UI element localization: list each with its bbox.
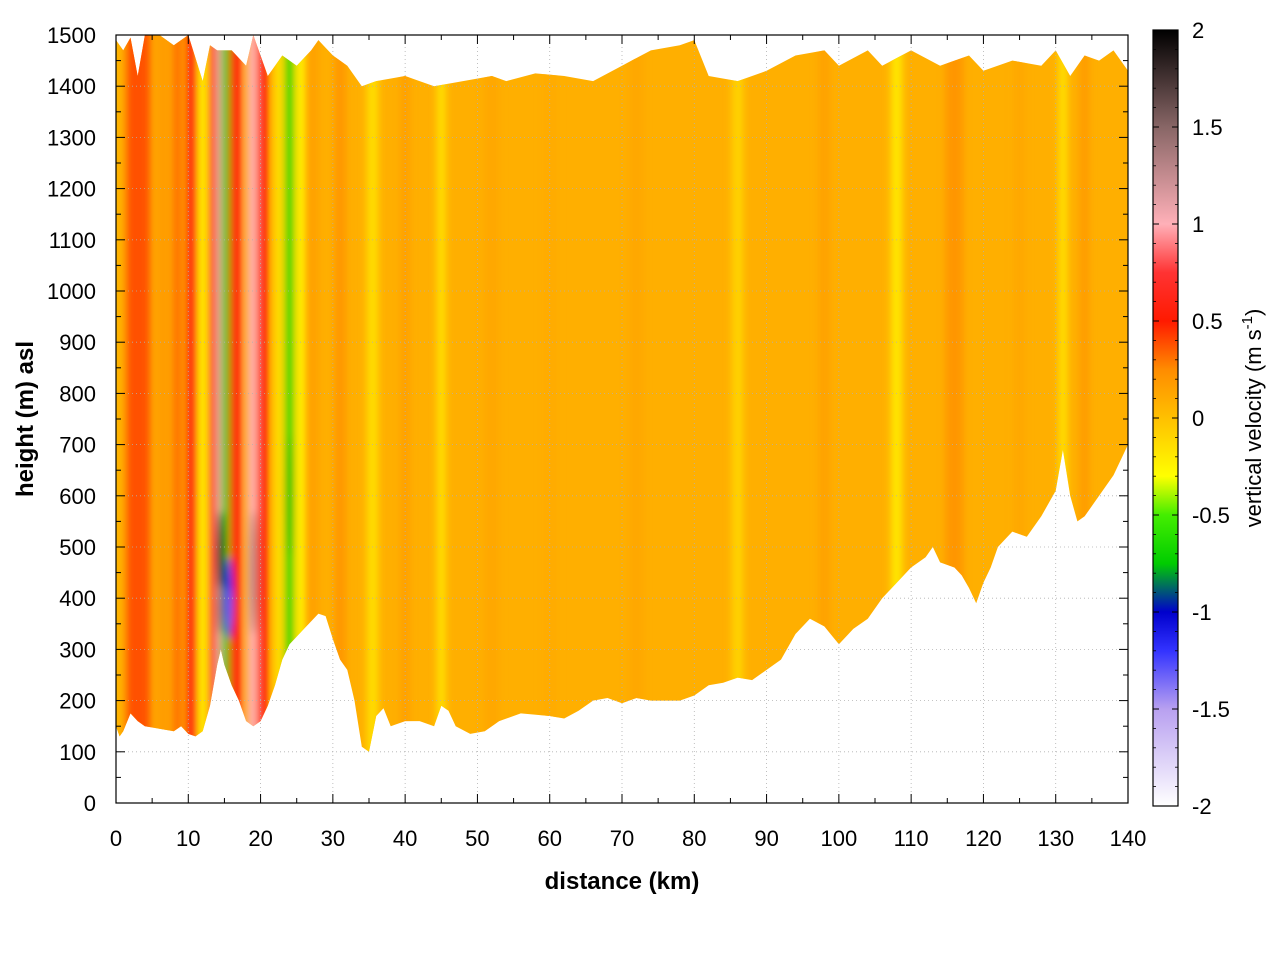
velocity-column [1059, 35, 1067, 752]
x-tick-label: 130 [1037, 826, 1074, 851]
velocity-column [229, 35, 242, 752]
velocity-blob [225, 587, 232, 629]
velocity-column [542, 35, 557, 752]
y-tick-label: 800 [59, 381, 96, 406]
colorbar-label-close: ) [1241, 309, 1266, 316]
velocity-column [285, 35, 294, 752]
x-axis-label: distance (km) [545, 868, 700, 895]
velocity-column [215, 35, 222, 752]
x-tick-label: 0 [110, 826, 122, 851]
y-axis-label: height (m) asl [12, 341, 39, 497]
velocity-column [437, 35, 445, 752]
x-tick-label: 90 [754, 826, 778, 851]
velocity-features [116, 35, 1089, 752]
velocity-column [173, 35, 182, 752]
y-tick-label: 400 [59, 586, 96, 611]
x-tick-label: 100 [820, 826, 857, 851]
colorbar-tick-label: -0.5 [1192, 503, 1230, 528]
colorbar-tick-label: 1 [1192, 212, 1204, 237]
velocity-column [222, 35, 231, 752]
x-tick-label: 70 [610, 826, 634, 851]
y-tick-label: 0 [84, 791, 96, 816]
x-tick-label: 120 [965, 826, 1002, 851]
velocity-column [156, 35, 170, 752]
velocity-column [187, 35, 197, 752]
colorbar-frame [1152, 29, 1179, 807]
velocity-column [257, 35, 268, 752]
y-tick-label: 200 [59, 689, 96, 714]
x-tick-label: 50 [465, 826, 489, 851]
x-tick-label: 80 [682, 826, 706, 851]
colorbar-label-main: vertical velocity (m s [1241, 329, 1266, 527]
colorbar-tick-label: -2 [1192, 794, 1212, 819]
grid [116, 35, 1128, 803]
x-tick-label: 40 [393, 826, 417, 851]
y-tick-label: 600 [59, 484, 96, 509]
velocity-column [125, 35, 151, 752]
y-tick-label: 500 [59, 535, 96, 560]
y-tick-label: 1100 [49, 228, 96, 253]
y-tick-label: 1000 [47, 279, 96, 304]
y-tick-label: 100 [59, 740, 96, 765]
colorbar-label-superscript: -1 [1239, 316, 1256, 329]
velocity-field [116, 35, 1128, 752]
y-tick-label: 1300 [47, 125, 96, 150]
y-tick-label: 1200 [47, 177, 96, 202]
velocity-column [401, 35, 409, 752]
colorbar-tick-label: 2 [1192, 18, 1204, 43]
colorbar-tick-label: -1.5 [1192, 697, 1230, 722]
y-axis-ticks: 0 100 200 300 400 500 600 700 800 900 1000 1100 1200… [47, 23, 1128, 816]
y-tick-label: 300 [59, 637, 96, 662]
velocity-blob [217, 511, 225, 604]
x-tick-label: 140 [1110, 826, 1147, 851]
velocity-column [303, 35, 319, 752]
velocity-blob [285, 434, 294, 558]
x-tick-label: 110 [894, 826, 929, 851]
velocity-field-data [116, 35, 1128, 752]
velocity-blob [217, 582, 224, 635]
x-axis-ticks: 0 10 20 30 40 50 60 70 80 90 100 110 120 130 140 [110, 35, 1146, 851]
velocity-column [275, 35, 283, 752]
colorbar-label: vertical velocity (m s-1) [1239, 309, 1266, 528]
velocity-blob [249, 511, 257, 635]
velocity-column [1014, 35, 1025, 752]
x-tick-label: 10 [176, 826, 200, 851]
colorbar-tick-label: 0 [1192, 406, 1204, 431]
y-tick-label: 1400 [47, 74, 96, 99]
velocity-column [732, 35, 744, 752]
x-tick-label: 20 [248, 826, 272, 851]
velocity-column [199, 35, 206, 752]
colorbar-tick-label: 0.5 [1192, 309, 1223, 334]
colorbar-tick-label: 1.5 [1192, 115, 1223, 140]
y-tick-label: 900 [59, 330, 96, 355]
y-tick-label: 700 [59, 433, 96, 458]
velocity-column [484, 35, 500, 752]
velocity-column [247, 35, 257, 752]
velocity-column [367, 35, 379, 752]
y-tick-label: 1500 [47, 23, 96, 48]
colorbar: -2 -1.5 -1 -0.5 0 0.5 1 1.5 2 vertical velocity … [1152, 18, 1266, 819]
colorbar-tick-label: -1 [1192, 600, 1212, 625]
x-tick-label: 30 [321, 826, 345, 851]
x-tick-label: 60 [537, 826, 561, 851]
